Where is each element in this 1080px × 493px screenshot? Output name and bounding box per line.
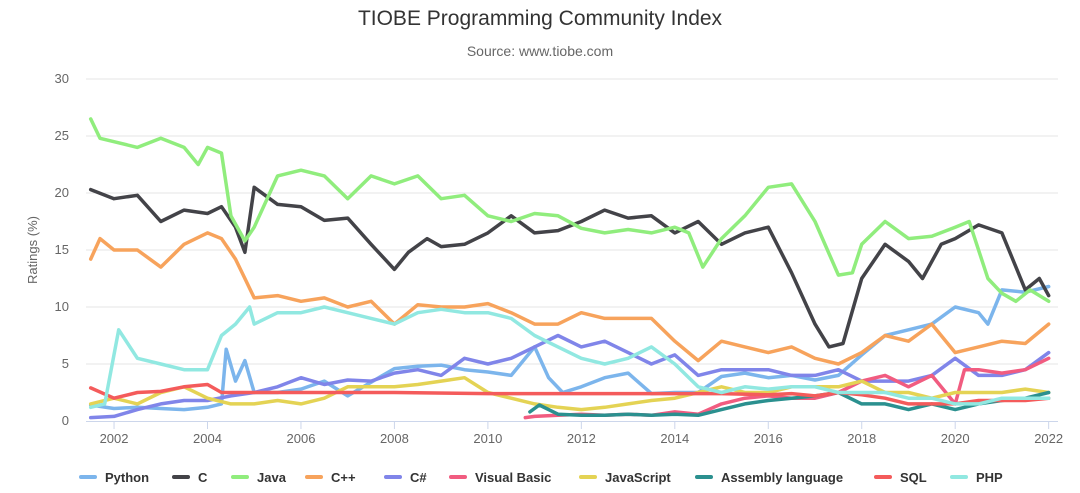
y-axis-title: Ratings (%) xyxy=(25,216,40,284)
legend-label: Visual Basic xyxy=(475,469,552,485)
axes: 0 5 10 15 20 25 30 2002 2004 2006 2008 2010 2012 2014… xyxy=(55,71,1064,446)
x-tick-label: 2022 xyxy=(1034,431,1063,446)
legend-label: C# xyxy=(410,469,427,485)
x-tick-label: 2018 xyxy=(847,431,876,446)
x-tick-label: 2004 xyxy=(193,431,222,446)
x-tick-label: 2014 xyxy=(660,431,689,446)
legend-item-java[interactable]: Java xyxy=(231,466,286,488)
legend-label: PHP xyxy=(976,469,1003,485)
legend-item-c-[interactable]: C++ xyxy=(305,466,356,488)
x-tick-label: 2002 xyxy=(100,431,129,446)
legend-swatch xyxy=(579,475,597,479)
legend-swatch xyxy=(695,475,713,479)
y-tick-label: 0 xyxy=(62,413,69,428)
legend-item-sql[interactable]: SQL xyxy=(874,466,927,488)
series-line-python[interactable] xyxy=(88,284,1051,412)
series-line-c-[interactable] xyxy=(88,231,1051,366)
legend-swatch xyxy=(950,475,968,479)
x-tick-label: 2012 xyxy=(567,431,596,446)
legend-label: SQL xyxy=(900,469,927,485)
series-line-java[interactable] xyxy=(88,117,1051,304)
y-tick-label: 20 xyxy=(55,185,69,200)
legend-label: Java xyxy=(257,469,286,485)
legend-label: Assembly language xyxy=(721,469,844,485)
chart-subtitle: Source: www.tiobe.com xyxy=(466,43,614,59)
y-tick-label: 30 xyxy=(55,71,69,86)
x-tick-label: 2010 xyxy=(473,431,502,446)
x-tick-label: 2008 xyxy=(380,431,409,446)
legend-swatch xyxy=(305,475,323,479)
legend-item-c[interactable]: C xyxy=(172,466,207,488)
legend-item-php[interactable]: PHP xyxy=(950,466,1003,488)
legend-item-assembly-language[interactable]: Assembly language xyxy=(695,466,843,488)
series-line-php[interactable] xyxy=(88,305,1051,410)
legend-label: Python xyxy=(105,469,150,485)
y-tick-label: 5 xyxy=(62,356,69,371)
y-tick-label: 25 xyxy=(55,128,69,143)
legend-swatch xyxy=(449,475,467,479)
y-tick-label: 15 xyxy=(55,242,69,257)
series-line-c[interactable] xyxy=(88,185,1051,349)
legend-swatch xyxy=(384,475,402,479)
legend-item-python[interactable]: Python xyxy=(79,466,149,488)
legend-item-javascript[interactable]: JavaScript xyxy=(579,466,671,488)
series-lines xyxy=(88,117,1051,420)
x-tick-label: 2020 xyxy=(941,431,970,446)
y-tick-label: 10 xyxy=(55,299,69,314)
legend-label: JavaScript xyxy=(605,469,671,485)
legend-item-c-[interactable]: C# xyxy=(384,466,427,488)
legend-item-visual-basic[interactable]: Visual Basic xyxy=(449,466,551,488)
legend-swatch xyxy=(874,475,892,479)
series-line-assembly-language[interactable] xyxy=(528,390,1051,418)
legend: Python C Java C++ C# Visual Basic JavaScript As… xyxy=(0,466,1080,488)
legend-label: C xyxy=(198,469,208,485)
x-tick-label: 2006 xyxy=(287,431,316,446)
x-tick-label: 2016 xyxy=(754,431,783,446)
legend-swatch xyxy=(79,475,97,479)
legend-label: C++ xyxy=(331,469,356,485)
legend-swatch xyxy=(231,475,249,479)
legend-swatch xyxy=(172,475,190,479)
chart-title: TIOBE Programming Community Index xyxy=(357,7,723,30)
